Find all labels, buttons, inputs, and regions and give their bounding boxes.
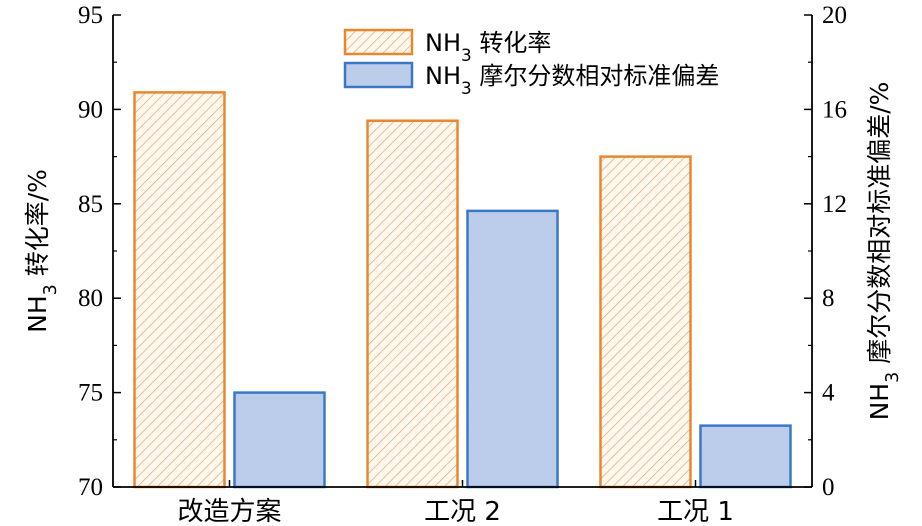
y-right-axis-title: NH3 摩尔分数相对标准偏差/% <box>865 82 903 421</box>
bar-rsd-1 <box>233 391 326 489</box>
y-right-tick-label: 0 <box>822 474 835 501</box>
y-left-tick-label: 80 <box>78 285 103 312</box>
y-right-axis-title-sub: 3 <box>883 372 903 383</box>
legend-label-conversion-rest: 转化率 <box>472 29 552 57</box>
y-left-axis-title-rest: 转化率/% <box>23 169 52 284</box>
bar-rsd-3 <box>699 424 792 489</box>
y-left-tick-label: 75 <box>78 380 103 407</box>
x-tick-label: 工况 2 <box>424 497 501 526</box>
y-right-axis-title-main: NH <box>865 383 894 421</box>
y-left-axis-title-sub: 3 <box>41 284 61 295</box>
y-right-tick-label: 8 <box>822 285 835 312</box>
y-right-tick-label: 4 <box>822 380 835 407</box>
bar-conversion-3 <box>599 155 692 489</box>
legend-label-rsd-rest: 摩尔分数相对标准偏差 <box>472 62 720 90</box>
bar-conversion-2 <box>366 119 459 489</box>
legend-label-conversion: NH3 转化率 <box>425 29 551 65</box>
y-left-tick-label: 70 <box>78 474 103 501</box>
legend-label-rsd-main: NH <box>425 62 461 90</box>
y-left-tick-label: 85 <box>78 191 103 218</box>
y-right-tick-label: 20 <box>822 2 847 29</box>
legend-label-conversion-main: NH <box>425 29 461 57</box>
x-tick-label: 工况 1 <box>657 497 734 526</box>
y-left-axis-title-main: NH <box>23 295 52 333</box>
y-left-tick-label: 90 <box>78 96 103 123</box>
y-right-axis-title-rest: 摩尔分数相对标准偏差/% <box>865 82 894 372</box>
y-right-tick-label: 16 <box>822 96 847 123</box>
legend-swatch-conversion <box>343 28 414 56</box>
bar-rsd-2 <box>466 209 559 489</box>
bars-layer <box>133 91 792 489</box>
y-left-tick-label: 95 <box>78 2 103 29</box>
legend-label-rsd: NH3 摩尔分数相对标准偏差 <box>425 62 719 98</box>
legend-label-conversion-sub: 3 <box>461 45 472 65</box>
legend-label-rsd-sub: 3 <box>461 78 472 98</box>
y-left-axis-title: NH3 转化率/% <box>23 169 61 333</box>
x-tick-label: 改造方案 <box>177 497 281 526</box>
bar-conversion-1 <box>133 91 226 489</box>
y-right-tick-label: 12 <box>822 191 847 218</box>
legend-swatch-rsd <box>343 61 414 89</box>
